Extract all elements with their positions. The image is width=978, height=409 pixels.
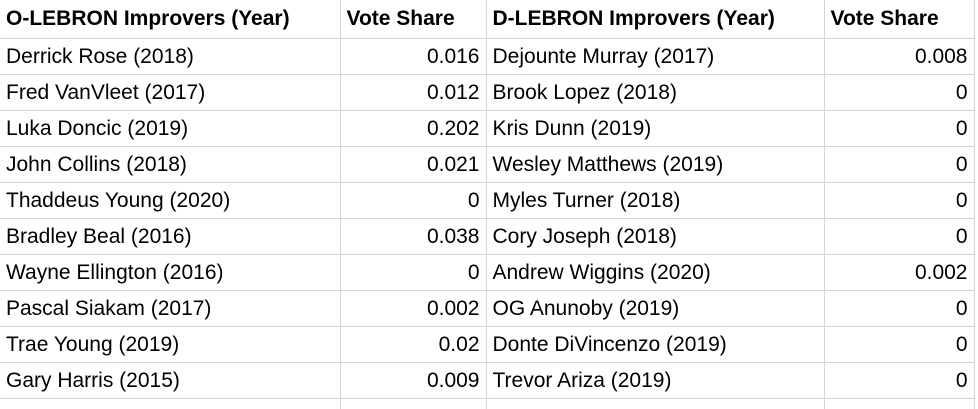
table-row: Pascal Siakam (2017) 0.002 OG Anunoby (2…	[0, 290, 975, 327]
d-vote-cell[interactable]: 0	[824, 146, 975, 183]
o-vote-cell[interactable]: 0.02	[340, 326, 487, 363]
o-vote-cell[interactable]: 0.009	[340, 362, 487, 399]
o-player-cell[interactable]: Pascal Siakam (2017)	[0, 290, 341, 327]
o-vote-cell[interactable]: 0.016	[340, 38, 487, 75]
d-vote-cell[interactable]: 0	[824, 182, 975, 219]
d-player-cell[interactable]: Wesley Matthews (2019)	[486, 146, 825, 183]
o-vote-cell[interactable]: 0.012	[340, 74, 487, 111]
d-player-cell[interactable]: Andrew Wiggins (2020)	[486, 254, 825, 291]
d-player-cell[interactable]: Brook Lopez (2018)	[486, 74, 825, 111]
d-vote-cell[interactable]: 0	[824, 290, 975, 327]
table-row: Thaddeus Young (2020) 0 Myles Turner (20…	[0, 182, 975, 219]
o-player-cell[interactable]: Luka Doncic (2019)	[0, 110, 341, 147]
d-player-cell[interactable]: Kris Dunn (2019)	[486, 110, 825, 147]
d-vote-cell[interactable]: 0	[824, 218, 975, 255]
o-vote-cell[interactable]: 0.021	[340, 146, 487, 183]
o-vote-cell[interactable]: 0.038	[340, 218, 487, 255]
o-player-cell[interactable]: Thaddeus Young (2020)	[0, 182, 341, 219]
d-vote-cell[interactable]: 0.002	[824, 254, 975, 291]
header-o-lebron-improvers[interactable]: O-LEBRON Improvers (Year)	[0, 0, 341, 39]
d-player-cell[interactable]: Cory Joseph (2018)	[486, 218, 825, 255]
empty-cell[interactable]	[486, 398, 825, 409]
d-player-cell[interactable]: Donte DiVincenzo (2019)	[486, 326, 825, 363]
table-row: Fred VanVleet (2017) 0.012 Brook Lopez (…	[0, 74, 975, 111]
partial-row	[0, 398, 975, 409]
header-d-vote-share[interactable]: Vote Share	[824, 0, 975, 39]
o-player-cell[interactable]: Trae Young (2019)	[0, 326, 341, 363]
d-player-cell[interactable]: Myles Turner (2018)	[486, 182, 825, 219]
d-player-cell[interactable]: Dejounte Murray (2017)	[486, 38, 825, 75]
header-d-lebron-improvers[interactable]: D-LEBRON Improvers (Year)	[486, 0, 825, 39]
o-player-cell[interactable]: Fred VanVleet (2017)	[0, 74, 341, 111]
o-player-cell[interactable]: Bradley Beal (2016)	[0, 218, 341, 255]
header-row: O-LEBRON Improvers (Year) Vote Share D-L…	[0, 0, 975, 39]
d-player-cell[interactable]: OG Anunoby (2019)	[486, 290, 825, 327]
table-row: Trae Young (2019) 0.02 Donte DiVincenzo …	[0, 326, 975, 363]
o-vote-cell[interactable]: 0.002	[340, 290, 487, 327]
o-vote-cell[interactable]: 0	[340, 254, 487, 291]
table-row: John Collins (2018) 0.021 Wesley Matthew…	[0, 146, 975, 183]
d-player-cell[interactable]: Trevor Ariza (2019)	[486, 362, 825, 399]
d-vote-cell[interactable]: 0	[824, 326, 975, 363]
o-player-cell[interactable]: John Collins (2018)	[0, 146, 341, 183]
d-vote-cell[interactable]: 0	[824, 74, 975, 111]
table-row: Bradley Beal (2016) 0.038 Cory Joseph (2…	[0, 218, 975, 255]
table-row: Gary Harris (2015) 0.009 Trevor Ariza (2…	[0, 362, 975, 399]
empty-cell[interactable]	[0, 398, 341, 409]
o-player-cell[interactable]: Derrick Rose (2018)	[0, 38, 341, 75]
d-vote-cell[interactable]: 0.008	[824, 38, 975, 75]
d-vote-cell[interactable]: 0	[824, 362, 975, 399]
table-row: Derrick Rose (2018) 0.016 Dejounte Murra…	[0, 38, 975, 75]
header-o-vote-share[interactable]: Vote Share	[340, 0, 487, 39]
o-vote-cell[interactable]: 0	[340, 182, 487, 219]
empty-cell[interactable]	[824, 398, 975, 409]
o-player-cell[interactable]: Wayne Ellington (2016)	[0, 254, 341, 291]
empty-cell[interactable]	[340, 398, 487, 409]
table-row: Wayne Ellington (2016) 0 Andrew Wiggins …	[0, 254, 975, 291]
o-vote-cell[interactable]: 0.202	[340, 110, 487, 147]
table-row: Luka Doncic (2019) 0.202 Kris Dunn (2019…	[0, 110, 975, 147]
d-vote-cell[interactable]: 0	[824, 110, 975, 147]
o-player-cell[interactable]: Gary Harris (2015)	[0, 362, 341, 399]
